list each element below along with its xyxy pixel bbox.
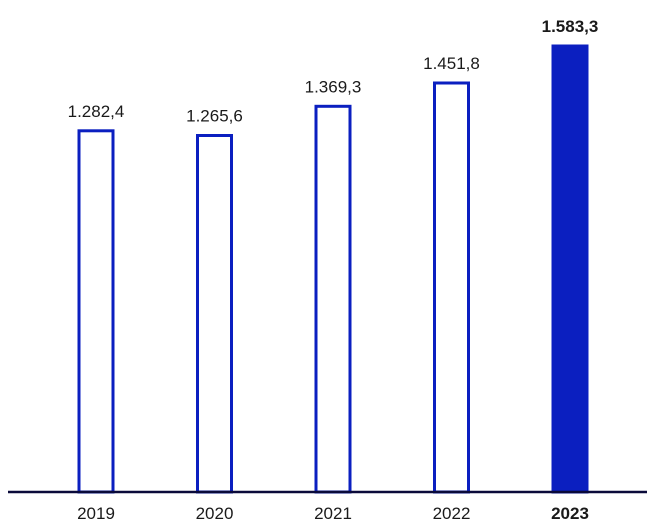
bar-2023	[551, 44, 589, 494]
bar-2019	[77, 129, 115, 494]
value-label-2021: 1.369,3	[305, 77, 362, 96]
x-tick-label-2023: 2023	[551, 504, 589, 523]
bar-2021	[314, 104, 352, 494]
bars-group	[77, 44, 589, 494]
bar-2022	[433, 81, 470, 494]
value-label-2023: 1.583,3	[542, 17, 599, 36]
x-tick-labels-group: 2019 2020 2021 2022 2023	[77, 504, 589, 523]
value-label-2020: 1.265,6	[186, 107, 243, 126]
value-label-2019: 1.282,4	[68, 102, 125, 121]
x-tick-label-2021: 2021	[314, 504, 352, 523]
value-labels-group: 1.282,4 1.265,6 1.369,3 1.451,8 1.583,3	[68, 17, 599, 126]
x-tick-label-2022: 2022	[433, 504, 471, 523]
x-tick-label-2020: 2020	[196, 504, 234, 523]
value-label-2022: 1.451,8	[423, 54, 480, 73]
bar-2020	[196, 134, 233, 494]
x-tick-label-2019: 2019	[77, 504, 115, 523]
